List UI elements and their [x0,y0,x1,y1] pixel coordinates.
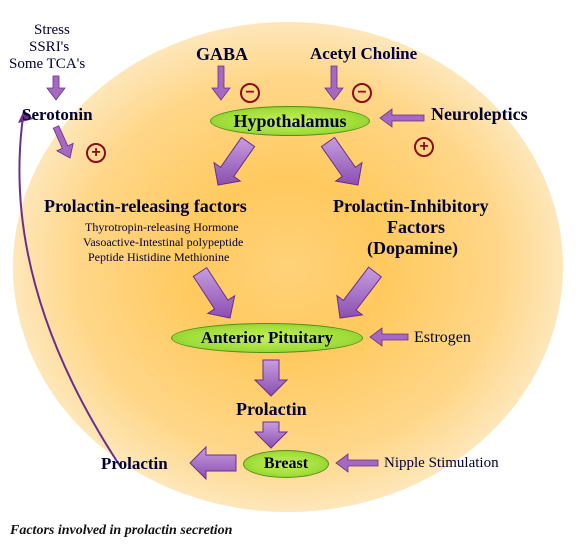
label-tcas: Some TCA's [9,56,85,73]
label-gaba: GABA [196,44,248,65]
sublabel-prf-1: Thyrotropin-releasing Hormone [85,220,239,235]
label-nipple-stim: Nipple Stimulation [384,455,499,472]
sign-sero-plus [86,143,106,163]
sign-gaba-minus [240,83,260,103]
node-anterior-pituitary: Anterior Pituitary [171,323,363,353]
label-stress: Stress [34,22,70,39]
label-pif-title1: Prolactin-Inhibitory [333,196,489,217]
node-hypothalamus: Hypothalamus [210,106,370,136]
sign-neuro-plus [414,137,434,157]
sublabel-prf-3: Peptide Histidine Methionine [88,250,229,265]
label-ssris: SSRI's [29,39,69,56]
caption: Factors involved in prolactin secretion [10,523,232,539]
label-prolactin-center: Prolactin [236,399,307,420]
sign-ach-minus [352,83,372,103]
label-pif-title3: (Dopamine) [367,238,458,259]
label-acetyl-choline: Acetyl Choline [310,44,417,64]
sublabel-prf-2: Vasoactive-Intestinal polypeptide [83,235,243,250]
node-breast: Breast [243,450,329,478]
label-prolactin-left: Prolactin [101,454,168,474]
label-pif-title2: Factors [387,217,445,238]
label-neuroleptics: Neuroleptics [431,104,528,125]
node-breast-label: Breast [264,455,308,473]
label-serotonin: Serotonin [22,105,93,125]
node-anterior-pituitary-label: Anterior Pituitary [201,328,333,348]
label-estrogen: Estrogen [414,329,471,347]
label-prf-title: Prolactin-releasing factors [44,196,247,217]
node-hypothalamus-label: Hypothalamus [233,111,346,132]
